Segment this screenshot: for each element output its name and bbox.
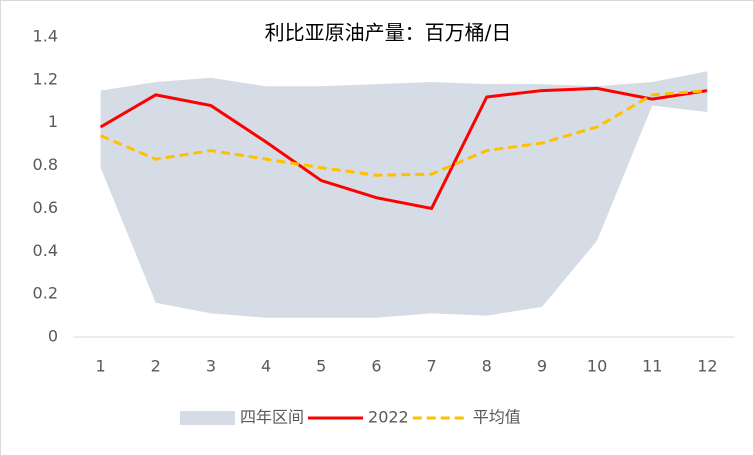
legend-label: 平均值	[473, 408, 521, 427]
y-tick-label: 1	[48, 112, 58, 131]
y-tick-label: 0.2	[33, 284, 58, 303]
x-tick-label: 4	[261, 357, 271, 376]
legend-label: 四年区间	[240, 408, 304, 427]
y-tick-label: 1.2	[33, 69, 58, 88]
x-tick-label: 12	[697, 357, 717, 376]
chart-title: 利比亚原油产量：百万桶/日	[265, 21, 512, 45]
y-tick-label: 0.6	[33, 198, 58, 217]
series-line	[99, 89, 708, 177]
legend-label: 2022	[368, 408, 409, 427]
x-tick-label: 2	[151, 357, 161, 376]
y-tick-label: 1.4	[33, 27, 58, 46]
series-line	[99, 86, 708, 211]
x-tick-label: 10	[587, 357, 607, 376]
y-tick-label: 0.4	[33, 241, 58, 260]
x-tick-label: 1	[95, 357, 105, 376]
x-tick-label: 9	[537, 357, 547, 376]
x-tick-label: 3	[206, 357, 216, 376]
y-tick-label: 0	[48, 327, 58, 346]
x-tick-label: 5	[316, 357, 326, 376]
legend-swatch	[180, 411, 235, 425]
x-tick-label: 11	[642, 357, 662, 376]
y-tick-label: 0.8	[33, 155, 58, 174]
x-tick-label: 7	[426, 357, 436, 376]
x-tick-label: 8	[482, 357, 492, 376]
x-tick-label: 6	[371, 357, 381, 376]
